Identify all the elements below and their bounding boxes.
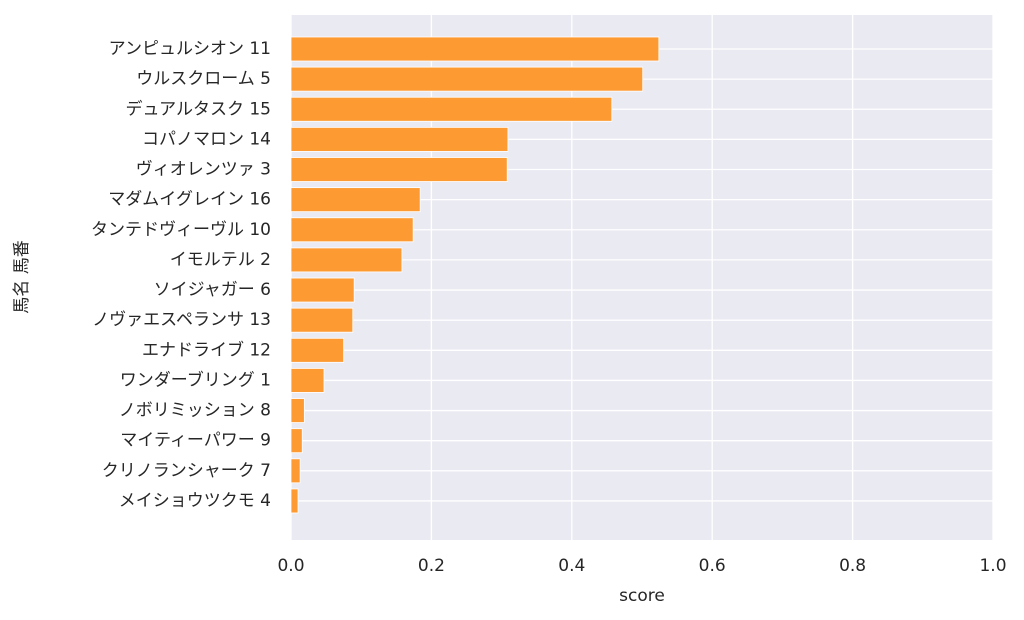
bar: [290, 96, 613, 122]
bar: [290, 247, 403, 273]
y-tick-label: デュアルタスク 15: [125, 98, 271, 119]
x-tick-label: 0.0: [277, 556, 304, 576]
y-tick-label: クリノランシャーク 7: [102, 461, 271, 481]
y-tick-label: ソイジャガー 6: [154, 280, 271, 300]
bar: [290, 36, 660, 62]
y-tick-label: マダムイグレイン 16: [108, 190, 271, 210]
x-tick-label: 0.8: [839, 556, 866, 576]
bar: [290, 187, 421, 213]
x-tick-label: 0.6: [699, 556, 726, 576]
x-tick-label: 0.4: [558, 556, 585, 576]
plot-area: [291, 15, 993, 540]
bar: [290, 66, 644, 92]
y-tick-label: タンテドヴィーヴル 10: [91, 220, 271, 240]
y-tick-label: ノヴァエスペランサ 13: [92, 310, 271, 330]
bar: [290, 368, 325, 393]
x-tick-label: 0.2: [418, 556, 445, 576]
bar: [290, 307, 354, 333]
bar: [290, 157, 508, 182]
y-tick-label: アンピュルシオン 11: [109, 39, 271, 59]
y-axis-label: 馬名 馬番: [12, 240, 32, 313]
y-tick-label: ヴィオレンツァ 3: [136, 160, 271, 180]
y-tick-label: ワンダーブリング 1: [120, 369, 271, 390]
bar: [290, 337, 345, 363]
y-tick-label: イモルテル 2: [170, 250, 271, 270]
bar: [290, 428, 303, 454]
y-tick-label: メイショウツクモ 4: [119, 491, 271, 511]
bar: [290, 488, 299, 514]
y-tick-label: ノボリミッション 8: [119, 401, 271, 421]
x-tick-label: 1.0: [979, 556, 1006, 576]
y-tick-label: マイティーパワー 9: [120, 431, 271, 451]
bar: [290, 126, 509, 152]
bar: [290, 458, 301, 484]
y-tick-label: ウルスクローム 5: [136, 69, 271, 89]
y-tick-label: エナドライブ 12: [142, 339, 271, 360]
bar: [290, 398, 305, 423]
bar: [290, 217, 414, 243]
y-tick-label: コパノマロン 14: [142, 129, 271, 149]
bar: [290, 277, 355, 303]
x-axis-label: score: [619, 586, 665, 606]
